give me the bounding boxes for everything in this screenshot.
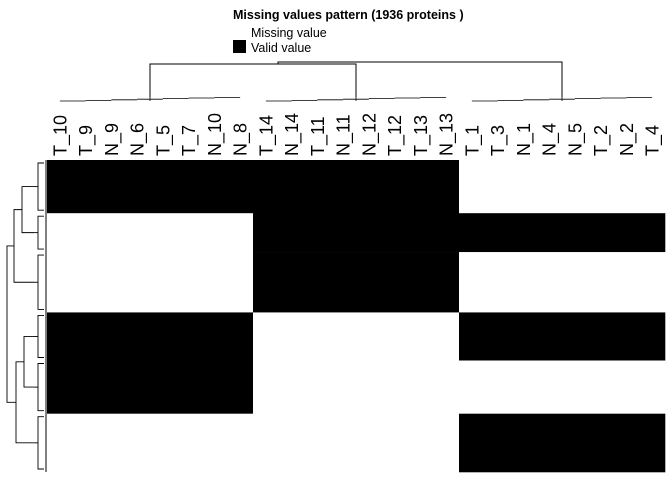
heatmap-cell [47, 213, 254, 253]
legend: Missing value Valid value [233, 26, 327, 55]
column-label: N_5 [565, 123, 586, 156]
column-label: N_10 [205, 113, 226, 156]
row-dendrogram-branch [15, 361, 34, 444]
column-label: T_14 [256, 115, 277, 156]
heatmap-cell [253, 312, 460, 361]
row-dendrogram [6, 162, 44, 470]
heatmap-cell [253, 360, 460, 414]
row-dendrogram-branch [37, 254, 44, 310]
column-dendrogram-branch [277, 61, 563, 97]
row-dendrogram-branch [37, 162, 44, 211]
row-dendrogram-root [6, 245, 16, 403]
row-dendrogram-branch [37, 416, 44, 470]
column-label: N_13 [437, 113, 458, 156]
column-label: T_2 [591, 125, 612, 156]
column-label: N_14 [282, 113, 303, 156]
column-label: N_2 [617, 123, 638, 156]
column-label: N_1 [514, 123, 535, 156]
heatmap-cell [459, 360, 666, 414]
heatmap-cell [47, 160, 254, 214]
heatmap-cell [459, 312, 666, 361]
legend-swatch-valid [233, 40, 246, 53]
row-dendrogram-branch [37, 363, 44, 412]
row-dendrogram-branch [37, 215, 44, 250]
column-label: N_6 [128, 123, 149, 156]
column-label: T_1 [462, 125, 483, 156]
heatmap-cell [459, 160, 666, 214]
column-label: N_4 [540, 123, 561, 156]
row-dendrogram-branch [37, 314, 44, 358]
heatmap-cell [253, 160, 460, 214]
legend-label-missing: Missing value [251, 26, 327, 40]
column-label: T_5 [153, 125, 174, 156]
heatmap-cell [47, 360, 254, 414]
column-label: T_10 [50, 115, 71, 156]
column-label: N_12 [359, 113, 380, 156]
heatmap-cell [47, 312, 254, 361]
column-label: N_11 [334, 114, 355, 156]
row-dendrogram-branch [23, 336, 34, 388]
heatmap-cell [253, 252, 460, 313]
column-dendrogram [59, 61, 653, 102]
row-dendrogram-branch [21, 186, 34, 234]
column-label: T_7 [179, 125, 200, 156]
legend-swatch-missing [233, 26, 246, 39]
heatmap-cell [253, 413, 460, 473]
chart-title: Missing values pattern (1936 proteins ) [233, 8, 464, 22]
row-dendrogram-branch [13, 209, 34, 283]
heatmap-cell [459, 252, 666, 313]
heatmap-cell [253, 213, 460, 253]
column-label: T_4 [643, 125, 664, 156]
column-labels: T_10 T_9 N_9 N_6 T_5 T_7 N_10 N_8 T_14 N_14 T_11 N_… [50, 113, 663, 156]
heatmap-cell [459, 213, 666, 253]
column-label: T_12 [385, 115, 406, 156]
column-label: T_11 [308, 116, 329, 156]
column-dendrogram-branch [149, 63, 357, 97]
legend-label-valid: Valid value [251, 41, 311, 55]
column-label: N_9 [102, 123, 123, 156]
column-label: T_9 [76, 125, 97, 156]
heatmap-cell [459, 413, 666, 473]
column-label: N_8 [231, 123, 252, 156]
heatmap-cell [47, 252, 254, 313]
heatmap-cells [45, 160, 666, 473]
heatmap-cell [47, 413, 254, 473]
column-label: T_13 [411, 115, 432, 156]
column-label: T_3 [488, 125, 509, 156]
